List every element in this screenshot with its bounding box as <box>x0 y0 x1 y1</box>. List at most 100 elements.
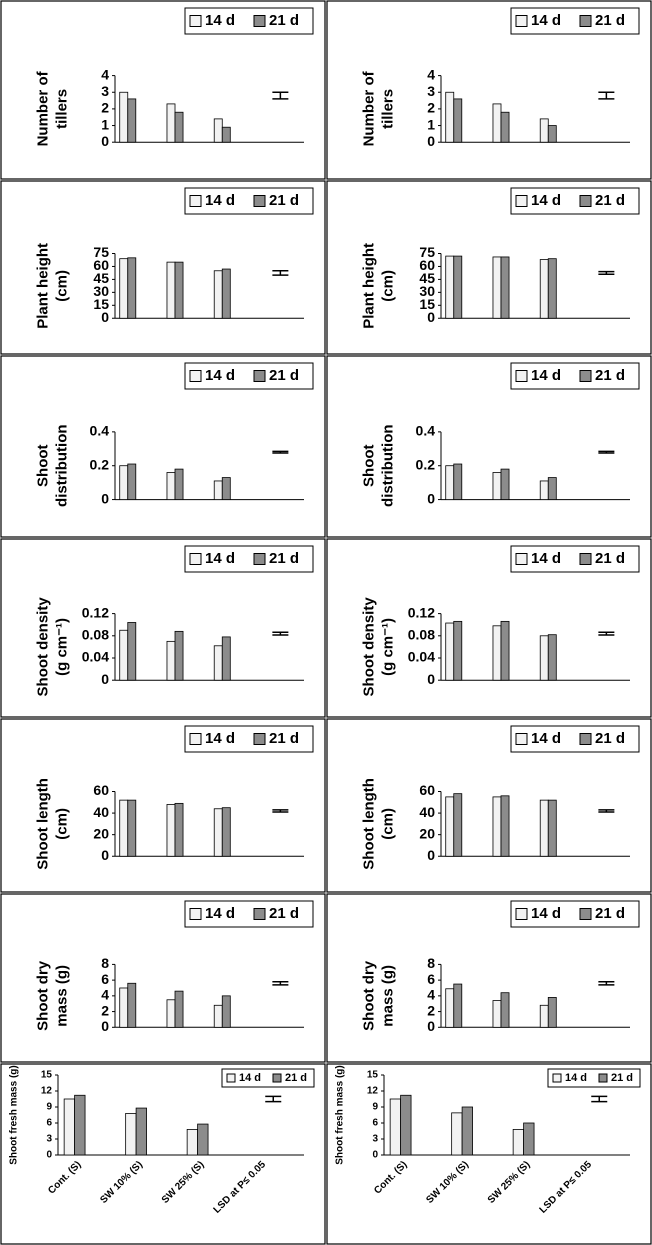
x-tick-label: LSD at P≤ 0.05 <box>212 1159 269 1216</box>
bar <box>389 1098 402 1156</box>
y-tick-label: 0 <box>101 133 109 149</box>
y-tick-label: 30 <box>93 283 109 299</box>
y-tick-label: 4 <box>101 987 109 1003</box>
panel-border <box>326 0 652 180</box>
legend-label: 21 d <box>595 550 625 567</box>
bar <box>166 103 176 143</box>
lsd-bar <box>272 631 289 636</box>
bar <box>213 645 223 681</box>
bar <box>74 1094 86 1156</box>
y-axis-label: (cm) <box>379 808 396 840</box>
lsd-bar <box>265 1095 282 1103</box>
x-tick-label: SW 25% (S) <box>486 1159 533 1206</box>
y-tick-label: 9 <box>372 1102 378 1113</box>
legend-swatch <box>579 733 592 745</box>
bar <box>221 636 231 681</box>
panel-border <box>326 718 652 893</box>
y-tick-label: 6 <box>101 971 109 987</box>
bar <box>539 118 549 143</box>
panel-border <box>0 538 326 718</box>
legend-swatch <box>189 15 202 27</box>
y-tick-label: 1 <box>101 116 109 132</box>
legend-label: 21 d <box>595 367 625 384</box>
legend-label: 14 d <box>531 192 561 209</box>
y-tick-label: 0 <box>46 1150 52 1161</box>
bar <box>213 808 223 857</box>
x-tick-label: Cont. (S) <box>46 1159 83 1196</box>
y-tick-label: 60 <box>419 257 435 273</box>
panel-border <box>0 893 326 1063</box>
bar <box>445 988 455 1028</box>
y-tick-label: 2 <box>427 1002 435 1018</box>
y-axis-label: distribution <box>53 424 70 507</box>
y-axis-label: mass (g) <box>379 965 396 1027</box>
lsd-bar <box>598 631 615 636</box>
y-tick-label: 75 <box>419 244 435 260</box>
y-tick-label: 0 <box>427 847 435 863</box>
y-tick-label: 6 <box>46 1118 52 1129</box>
y-axis-label: Shoot density <box>360 597 377 697</box>
x-tick-label: SW 10% (S) <box>98 1159 145 1206</box>
panel-border <box>326 1063 652 1245</box>
bar <box>539 259 549 319</box>
y-tick-label: 0 <box>372 1150 378 1161</box>
bar <box>547 125 557 143</box>
legend-swatch <box>515 370 528 382</box>
x-tick-label: LSD at P≤ 0.05 <box>538 1159 595 1216</box>
legend-label: 21 d <box>611 1072 633 1084</box>
legend-swatch <box>515 908 528 920</box>
bar <box>166 472 176 500</box>
legend-box <box>510 7 640 35</box>
bar <box>492 103 502 143</box>
bar <box>119 91 129 143</box>
legend-box <box>510 362 640 390</box>
bar <box>119 799 129 857</box>
y-tick-label: 0.08 <box>82 627 109 643</box>
legend-box <box>221 1068 315 1088</box>
y-axis-label: tillers <box>53 89 70 129</box>
y-tick-label: 3 <box>101 83 109 99</box>
y-tick-label: 0 <box>427 133 435 149</box>
legend-swatch <box>579 15 592 27</box>
panel-border <box>0 355 326 538</box>
lsd-bar <box>598 809 615 813</box>
legend-swatch <box>253 733 266 745</box>
bar <box>221 807 231 857</box>
bar <box>453 98 463 143</box>
panel-border <box>0 0 326 180</box>
bar <box>461 1106 473 1156</box>
y-axis-label: Shoot length <box>34 778 51 870</box>
chart-panel: 0 3 6 9 12 15 Shoot fresh mass (g) Cont. (S) SW … <box>0 1063 326 1245</box>
legend-label: 21 d <box>595 905 625 922</box>
bar <box>500 111 510 143</box>
y-tick-label: 40 <box>419 804 435 820</box>
y-tick-label: 1 <box>427 116 435 132</box>
legend-swatch <box>226 1073 236 1083</box>
y-tick-label: 0.4 <box>416 423 436 439</box>
y-axis-label: (g cm⁻¹) <box>379 618 396 676</box>
y-tick-label: 3 <box>372 1134 378 1145</box>
bar <box>125 1113 137 1156</box>
legend-label: 14 d <box>531 367 561 384</box>
y-tick-label: 45 <box>419 270 435 286</box>
legend-swatch <box>515 15 528 27</box>
bar <box>500 256 510 319</box>
y-tick-label: 15 <box>367 1070 379 1081</box>
y-tick-label: 0.4 <box>90 423 110 439</box>
bar <box>174 261 184 319</box>
legend-label: 21 d <box>269 550 299 567</box>
bar <box>221 477 231 500</box>
legend-label: 21 d <box>269 367 299 384</box>
bar <box>492 1000 502 1028</box>
legend-box <box>184 362 314 390</box>
y-tick-label: 75 <box>93 244 109 260</box>
legend-box <box>184 725 314 753</box>
y-tick-label: 0.12 <box>408 604 435 620</box>
legend-box <box>184 187 314 215</box>
y-tick-label: 3 <box>46 1134 52 1145</box>
legend-label: 14 d <box>239 1072 261 1084</box>
y-tick-label: 8 <box>101 955 109 971</box>
legend-label: 14 d <box>531 905 561 922</box>
y-tick-label: 15 <box>93 296 109 312</box>
